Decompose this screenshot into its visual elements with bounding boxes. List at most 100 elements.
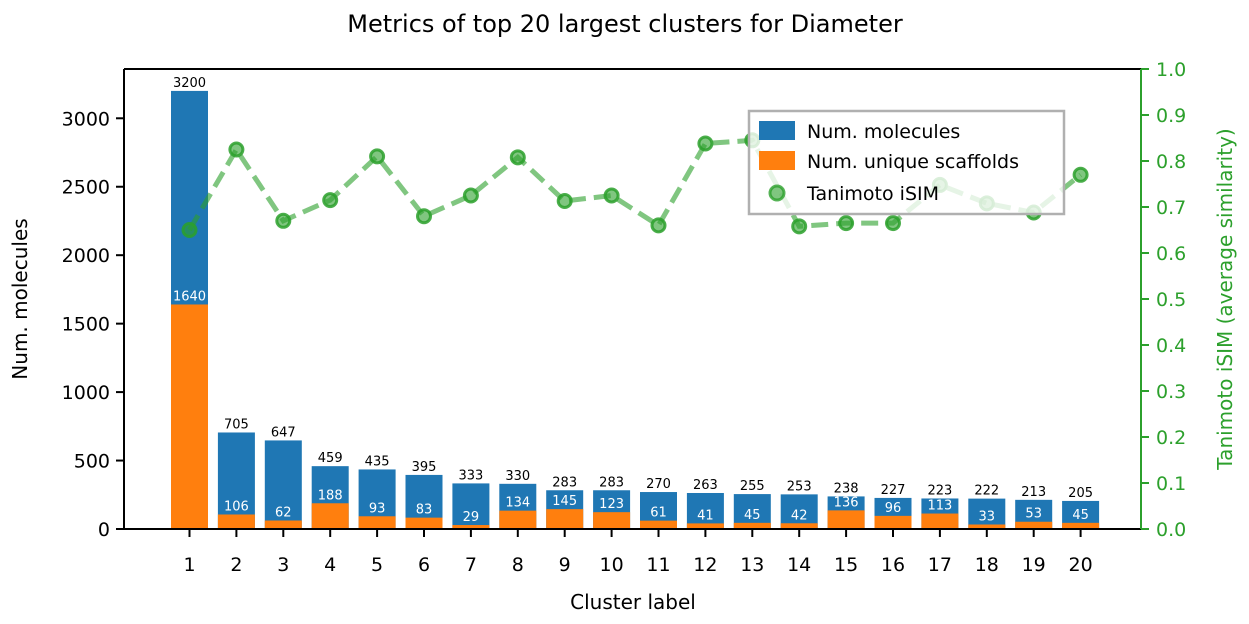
- x-tick-label-12: 12: [693, 554, 717, 576]
- bar-label-scaffolds-20: 45: [1072, 508, 1089, 523]
- x-tick-label-9: 9: [559, 554, 571, 576]
- isim-point-4: [322, 192, 339, 209]
- y-right-tick-label-0.9: 0.9: [1156, 105, 1186, 127]
- bar-label-scaffolds-1: 1640: [173, 289, 206, 304]
- bar-label-molecules-16: 227: [881, 483, 906, 498]
- isim-point-10: [603, 187, 620, 204]
- legend-box: [747, 109, 1066, 216]
- x-tick-label-2: 2: [230, 554, 242, 576]
- x-tick-label-20: 20: [1069, 554, 1093, 576]
- bar-scaffolds-3: [264, 520, 302, 529]
- y-tick-label-1000: 1000: [62, 382, 110, 404]
- isim-point-15: [838, 215, 855, 232]
- y-tick-label-2500: 2500: [62, 177, 110, 199]
- bar-scaffolds-11: [640, 520, 677, 529]
- bar-molecules-3: [264, 440, 302, 529]
- legend: Num. molecules Num. unique scaffolds Tan…: [747, 109, 1066, 216]
- y-right-tick-label-0.1: 0.1: [1156, 473, 1186, 495]
- bar-molecules-14: [780, 494, 818, 529]
- bar-scaffolds-2: [217, 514, 255, 529]
- isim-point-9: [556, 193, 573, 210]
- y-right-tick-label-0.7: 0.7: [1156, 197, 1186, 219]
- x-tick-label-8: 8: [512, 554, 524, 576]
- isim-point-16: [885, 215, 901, 232]
- isim-point-14: [791, 218, 808, 235]
- bar-label-scaffolds-16: 96: [885, 501, 902, 516]
- bar-label-scaffolds-15: 136: [834, 495, 859, 510]
- bar-label-molecules-8: 330: [505, 469, 530, 484]
- y-tick-label-0: 0: [98, 519, 110, 541]
- bar-label-scaffolds-19: 53: [1025, 507, 1042, 522]
- x-tick-label-14: 14: [787, 554, 811, 576]
- y-right-tick-label-0.2: 0.2: [1156, 427, 1186, 449]
- bar-molecules-2: [217, 432, 255, 529]
- y-axis-title: Num. molecules: [8, 218, 32, 379]
- x-tick-label-13: 13: [740, 554, 764, 576]
- chart-title: Metrics of top 20 largest clusters for D…: [347, 10, 903, 38]
- bar-label-molecules-15: 238: [834, 481, 859, 496]
- bar-label-scaffolds-11: 61: [650, 506, 667, 521]
- bar-scaffolds-5: [358, 516, 396, 529]
- bar-scaffolds-14: [780, 523, 818, 529]
- scaffolds-bars-group: [171, 304, 1100, 529]
- isim-point-5: [369, 148, 386, 165]
- bar-label-molecules-14: 253: [787, 479, 812, 494]
- y-ticks-left: 0 500 1000 1500 2000 2500 3000: [62, 108, 124, 541]
- y-right-tick-label-1.0: 1.0: [1156, 59, 1186, 81]
- bar-scaffolds-17: [921, 513, 959, 529]
- bar-label-scaffolds-18: 33: [979, 509, 996, 524]
- bar-label-molecules-12: 263: [693, 478, 718, 493]
- bar-label-molecules-11: 270: [646, 477, 671, 492]
- isim-point-8: [509, 149, 526, 166]
- bar-scaffolds-7: [452, 525, 490, 529]
- bar-label-scaffolds-2: 106: [224, 499, 249, 514]
- bar-label-scaffolds-5: 93: [369, 501, 386, 516]
- bar-label-molecules-1: 3200: [173, 76, 206, 91]
- y-right-tick-label-0.5: 0.5: [1156, 289, 1186, 311]
- y-axis-right-title: Tanimoto iSIM (average similarity): [1213, 128, 1237, 470]
- bar-label-scaffolds-3: 62: [275, 506, 292, 521]
- legend-label-molecules: Num. molecules: [807, 121, 960, 143]
- bar-molecules-7: [452, 483, 490, 529]
- bar-label-molecules-17: 223: [927, 483, 952, 498]
- bar-label-molecules-9: 283: [552, 475, 577, 490]
- bar-label-molecules-7: 333: [458, 468, 483, 483]
- bar-scaffolds-15: [827, 510, 865, 529]
- isim-point-1: [181, 222, 198, 238]
- bar-scaffolds-20: [1062, 522, 1100, 529]
- y-tick-label-3000: 3000: [62, 108, 110, 130]
- isim-point-12: [697, 135, 714, 152]
- bar-scaffolds-1: [171, 304, 208, 529]
- y-right-tick-label-0.4: 0.4: [1156, 335, 1186, 357]
- x-ticks: 1 2 3 4 5 6 7 8 9 10 11 12 13 14 15 16 17 18 19 20: [183, 529, 1093, 576]
- bar-label-molecules-6: 395: [412, 460, 437, 475]
- isim-point-2: [228, 141, 245, 158]
- bar-label-molecules-13: 255: [740, 479, 765, 494]
- x-tick-label-5: 5: [371, 554, 383, 576]
- bar-label-molecules-4: 459: [318, 451, 343, 466]
- bar-label-scaffolds-10: 123: [599, 497, 624, 512]
- bar-scaffolds-4: [311, 503, 349, 529]
- x-tick-label-7: 7: [465, 554, 477, 576]
- bar-labels-group: 3200 1640 705 106 647 62 459 188 435 93 395 83 333 29…: [173, 76, 1093, 525]
- bar-label-molecules-20: 205: [1068, 486, 1093, 501]
- y-ticks-right: 0.0 0.1 0.2 0.3 0.4 0.5 0.6 0.7 0.8 0.9 1.0: [1141, 59, 1186, 541]
- y-right-tick-label-0.0: 0.0: [1156, 519, 1186, 541]
- bar-scaffolds-19: [1015, 521, 1053, 529]
- bar-label-molecules-10: 283: [599, 475, 624, 490]
- bar-scaffolds-16: [874, 515, 912, 529]
- x-tick-label-3: 3: [277, 554, 289, 576]
- x-tick-label-1: 1: [183, 554, 195, 576]
- bar-label-molecules-2: 705: [224, 417, 249, 432]
- bar-label-molecules-5: 435: [365, 454, 390, 469]
- bar-scaffolds-9: [546, 509, 584, 529]
- isim-point-20: [1072, 166, 1089, 183]
- y-right-tick-label-0.3: 0.3: [1156, 381, 1186, 403]
- bar-label-scaffolds-12: 41: [697, 508, 714, 523]
- bar-label-scaffolds-6: 83: [416, 503, 433, 518]
- isim-point-11: [650, 217, 667, 234]
- bar-label-molecules-18: 222: [974, 484, 999, 499]
- legend-swatch-scaffolds: [759, 151, 795, 170]
- legend-marker-isim: [768, 184, 786, 202]
- y-right-tick-label-0.8: 0.8: [1156, 151, 1186, 173]
